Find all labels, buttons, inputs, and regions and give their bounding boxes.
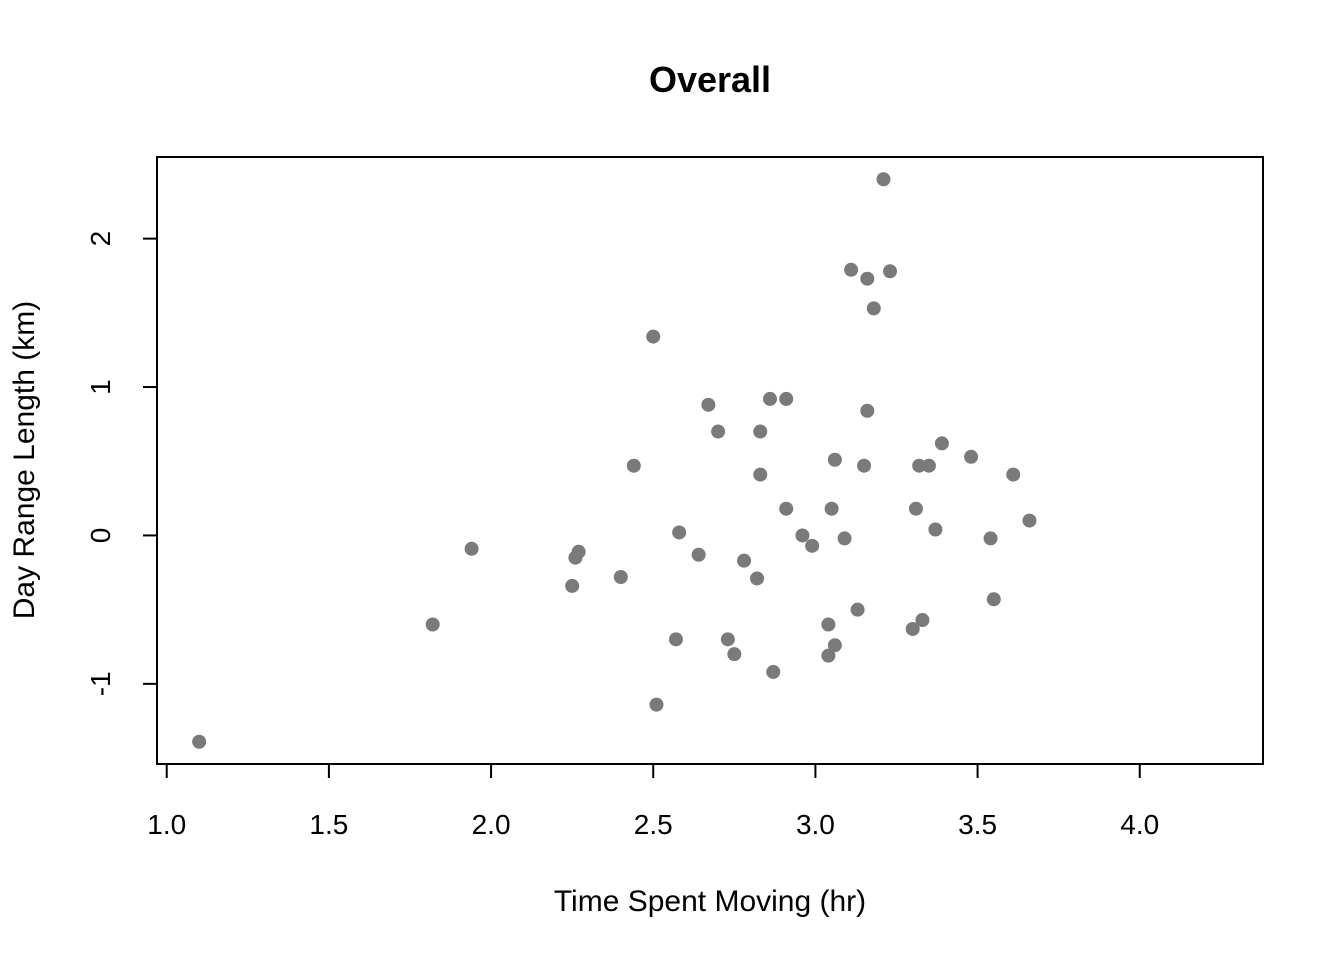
scatter-point — [753, 424, 768, 439]
x-tick-label: 3.5 — [958, 809, 997, 840]
scatter-point — [824, 501, 839, 516]
y-axis-label: Day Range Length (km) — [8, 301, 41, 620]
y-tick-label: -1 — [85, 671, 116, 696]
scatter-point — [821, 648, 836, 663]
scatter-point — [883, 264, 898, 279]
scatter-point — [795, 528, 810, 543]
scatter-point — [613, 570, 628, 585]
scatter-point — [766, 664, 781, 679]
scatter-point — [860, 271, 875, 286]
scatter-point — [691, 547, 706, 562]
scatter-point — [737, 553, 752, 568]
y-axis: -1 0 1 2 — [85, 231, 158, 696]
scatter-point — [1006, 467, 1021, 482]
scatter-point — [626, 458, 641, 473]
scatter-point — [964, 449, 979, 464]
scatter-point — [983, 531, 998, 546]
scatter-point — [779, 501, 794, 516]
scatter-point — [905, 621, 920, 636]
scatter-point — [750, 571, 765, 586]
scatter-point — [779, 391, 794, 406]
scatter-point — [425, 617, 440, 632]
scatter-point — [805, 538, 820, 553]
scatter-point — [844, 262, 859, 277]
x-tick-label: 2.0 — [472, 809, 511, 840]
y-tick-label: 1 — [85, 379, 116, 395]
scatter-point — [928, 522, 943, 537]
scatter-point — [908, 501, 923, 516]
scatter-point — [821, 617, 836, 632]
scatter-point — [565, 578, 580, 593]
scatter-point — [1022, 513, 1037, 528]
data-points — [192, 172, 1037, 749]
scatter-point — [646, 329, 661, 344]
scatter-point — [827, 638, 842, 653]
x-tick-label: 1.5 — [309, 809, 348, 840]
scatter-point — [711, 424, 726, 439]
y-tick-label: 2 — [85, 231, 116, 247]
scatter-point — [986, 592, 1001, 607]
scatter-point — [860, 403, 875, 418]
scatter-point — [701, 397, 716, 412]
scatter-point — [649, 697, 664, 712]
scatter-point — [668, 632, 683, 647]
x-tick-label: 1.0 — [147, 809, 186, 840]
chart-title: Overall — [649, 59, 771, 100]
x-tick-label: 2.5 — [634, 809, 673, 840]
scatter-point — [850, 602, 865, 617]
scatter-point — [934, 436, 949, 451]
x-axis-label: Time Spent Moving (hr) — [554, 885, 866, 918]
scatter-point — [866, 301, 881, 316]
scatter-point — [912, 458, 927, 473]
scatter-point — [876, 172, 891, 187]
scatter-point — [915, 613, 930, 628]
x-tick-label: 4.0 — [1120, 809, 1159, 840]
scatter-point — [727, 647, 742, 662]
scatter-point — [837, 531, 852, 546]
scatter-point — [571, 544, 586, 559]
scatter-point — [720, 632, 735, 647]
scatter-point — [857, 458, 872, 473]
y-tick-label: 0 — [85, 528, 116, 544]
scatter-point — [464, 541, 479, 556]
scatter-point — [192, 734, 207, 749]
scatter-point — [753, 467, 768, 482]
scatter-point — [672, 525, 687, 540]
plot-frame — [156, 156, 1264, 765]
x-tick-label: 3.0 — [796, 809, 835, 840]
scatter-point — [921, 458, 936, 473]
x-axis: 1.0 1.5 2.0 2.5 3.0 3.5 4.0 — [147, 763, 1159, 840]
scatter-point — [827, 452, 842, 467]
scatter-point — [763, 391, 778, 406]
